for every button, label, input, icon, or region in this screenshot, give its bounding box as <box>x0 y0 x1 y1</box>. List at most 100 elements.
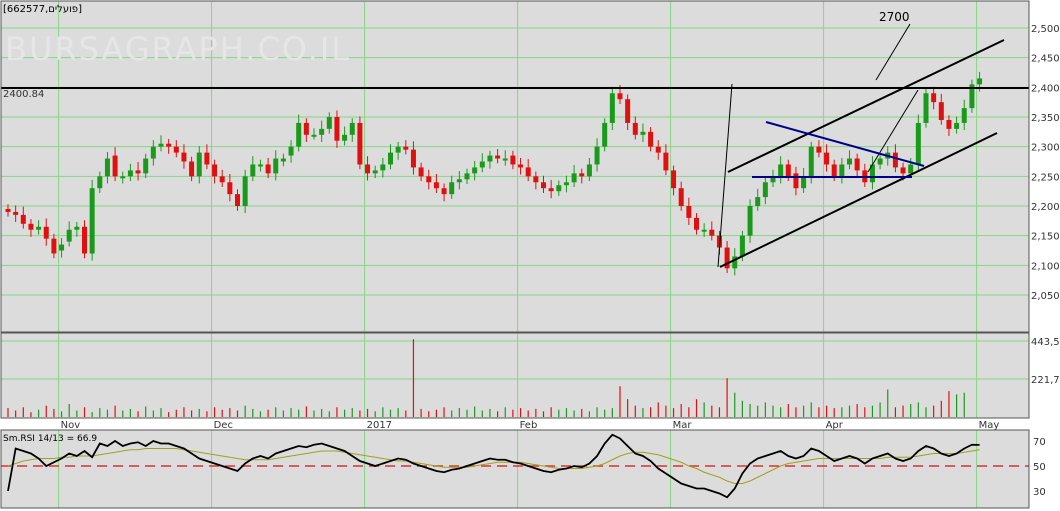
time-tick-label: Mar <box>673 420 693 431</box>
rsi-lines <box>1 433 1029 499</box>
candle-body <box>372 170 378 174</box>
candle-body <box>977 78 983 85</box>
channel-upper-line <box>727 39 1005 173</box>
candle-body <box>770 176 776 183</box>
channel-mid-line <box>867 89 919 173</box>
candle-body <box>127 170 133 177</box>
candle-body <box>946 119 952 129</box>
candle-body <box>173 146 179 153</box>
price-tick-label: 2,350 <box>1031 113 1060 124</box>
candle-body <box>20 214 26 224</box>
candle-body <box>525 167 531 177</box>
candle-body <box>694 217 699 230</box>
candle-body <box>365 164 371 174</box>
candle-body <box>869 164 875 183</box>
candle-body <box>502 158 508 161</box>
candle-body <box>380 164 386 171</box>
candle-body <box>533 176 539 183</box>
candle-body <box>877 158 883 165</box>
candle-body <box>357 122 363 165</box>
candle-body <box>250 164 256 177</box>
candle-body <box>594 146 600 165</box>
candle-body <box>28 223 34 230</box>
candle-body <box>181 152 187 162</box>
candle-body <box>418 167 424 177</box>
volume-panel-border <box>0 332 1030 419</box>
candle-body <box>36 226 42 230</box>
candle-body <box>43 226 49 239</box>
candle-body <box>602 122 608 147</box>
price-tick-label: 2,400 <box>1031 83 1060 94</box>
candle-body <box>204 152 210 165</box>
volume-panel <box>1 333 1029 418</box>
candle-body <box>954 122 960 129</box>
candle-body <box>778 164 784 177</box>
candle-body <box>334 117 340 141</box>
candle-body <box>495 155 501 159</box>
candle-body <box>59 244 65 251</box>
candle-body <box>257 164 263 167</box>
candle-body <box>961 108 967 123</box>
candle-body <box>648 131 654 147</box>
candle-body <box>326 117 332 129</box>
candle-body <box>51 238 57 254</box>
candle-body <box>403 146 409 150</box>
candle-body <box>548 188 554 192</box>
candle-body <box>739 235 745 257</box>
candle-body <box>931 93 937 103</box>
candle-body <box>342 134 348 141</box>
candle-body <box>82 226 87 254</box>
candle-body <box>686 206 692 218</box>
candle-body <box>74 226 80 230</box>
price-tick-label: 2,250 <box>1031 172 1060 183</box>
candle-body <box>479 161 485 168</box>
time-tick-label: Apr <box>826 420 844 431</box>
trend-lines <box>1 23 1029 268</box>
candle-body <box>762 182 768 198</box>
candle-body <box>747 206 753 236</box>
candle-body <box>265 164 271 174</box>
candle-body <box>518 164 524 168</box>
candle-body <box>104 158 110 177</box>
candle-body <box>212 164 218 177</box>
candle-body <box>625 99 631 123</box>
price-tick-label: 2,300 <box>1031 143 1060 154</box>
candle-body <box>143 158 149 174</box>
candle-body <box>831 164 837 177</box>
candle-body <box>900 167 906 174</box>
candle-body <box>441 188 447 195</box>
candle-body <box>112 155 118 177</box>
candle-body <box>839 164 845 177</box>
candle-body <box>724 247 730 269</box>
candle-body <box>426 176 432 183</box>
candle-body <box>150 146 156 159</box>
candle-body <box>280 158 286 162</box>
candle-body <box>13 211 19 215</box>
time-tick-label: Dec <box>214 420 233 431</box>
candle-body <box>709 229 715 236</box>
candle-body <box>349 122 355 135</box>
candle-body <box>464 173 470 180</box>
rsi-panel-border <box>0 429 1030 509</box>
rsi-tick-label: 30 <box>1033 487 1046 498</box>
candle-body <box>678 188 684 206</box>
time-tick-label: Feb <box>520 420 538 431</box>
candle-body <box>235 194 240 206</box>
candle-body <box>801 176 807 189</box>
candle-body <box>227 182 233 195</box>
candle-body <box>410 149 416 168</box>
rsi-signal-line <box>7 448 980 484</box>
candle-body <box>5 208 11 212</box>
volume-tick-label: 443,55 <box>1031 337 1060 348</box>
candle-body <box>273 158 279 174</box>
volume-bars <box>7 339 965 417</box>
rsi-tick-label: 50 <box>1033 462 1046 473</box>
candle-body <box>640 131 646 135</box>
price-tick-label: 2,050 <box>1031 291 1060 302</box>
candle-body <box>632 122 638 135</box>
candle-body <box>135 170 141 174</box>
time-tick-label: 2017 <box>367 420 392 431</box>
target-annotation: 2700 <box>879 10 910 24</box>
candle-body <box>579 173 585 177</box>
